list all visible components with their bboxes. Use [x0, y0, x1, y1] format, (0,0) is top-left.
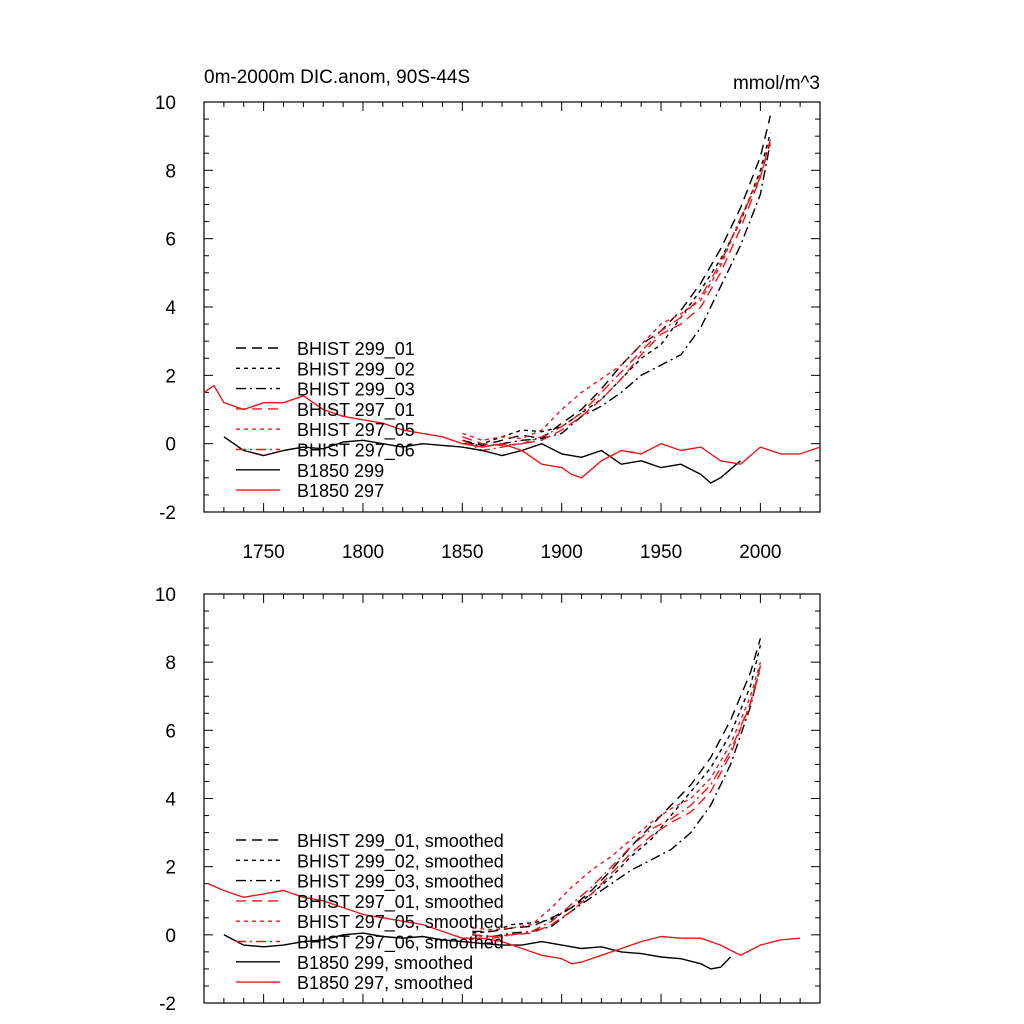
legend-label: BHIST 297_05, smoothed: [297, 912, 504, 933]
series-line: [462, 139, 771, 441]
legend-label: BHIST 299_03, smoothed: [297, 872, 504, 893]
chart-units: mmol/m^3: [733, 73, 820, 94]
top-panel: -2 0 2 4 6 8 10 1750 1800 1850 1900 1950 2000 BHIST 2…: [155, 93, 821, 563]
legend-label: BHIST 299_01, smoothed: [297, 831, 504, 852]
y-tick-label: 0: [165, 435, 176, 456]
series-line: [472, 644, 762, 934]
series-line: [207, 883, 801, 965]
series-line: [223, 932, 732, 970]
legend-label: B1850 299, smoothed: [297, 953, 473, 973]
series-line: [462, 139, 771, 447]
series-line: [203, 384, 821, 479]
legend-label: BHIST 299_02, smoothed: [297, 851, 504, 872]
y-tick-label: 8: [165, 653, 176, 674]
x-tick-label: 1950: [640, 542, 682, 563]
y-tick-label: 2: [165, 366, 176, 387]
y-tick-label: 4: [165, 790, 176, 811]
legend-label: B1850 297, smoothed: [297, 973, 473, 993]
series-line: [472, 662, 762, 931]
x-tick-label: 2000: [739, 542, 781, 563]
series-line: [472, 665, 762, 938]
series-line: [462, 132, 771, 445]
x-tick-label: 1750: [242, 542, 284, 563]
legend-label: B1850 297: [297, 481, 384, 501]
series-line: [472, 668, 762, 939]
series-line: [461, 142, 771, 452]
y-tick-label: 4: [165, 298, 176, 319]
y-tick-label: 6: [165, 230, 176, 251]
y-tick-label: -2: [159, 503, 176, 524]
x-tick-label: 1850: [441, 542, 483, 563]
y-tick-label: 6: [165, 721, 176, 742]
legend-label: BHIST 297_01: [297, 400, 415, 421]
series-line: [462, 142, 771, 448]
legend-label: BHIST 297_06, smoothed: [297, 933, 504, 954]
legend-label: BHIST 297_05: [297, 420, 415, 441]
y-tick-label: 8: [165, 161, 176, 182]
x-tick-label: 1800: [342, 542, 384, 563]
x-tick-label: 1900: [541, 542, 583, 563]
y-tick-label: -2: [159, 994, 176, 1015]
chart-title: 0m-2000m DIC.anom, 90S-44S: [204, 67, 470, 88]
legend-label: BHIST 297_06: [297, 441, 415, 462]
y-tick-label: 10: [155, 585, 176, 606]
legend-label: BHIST 299_02: [297, 359, 415, 380]
series-line: [223, 436, 741, 484]
series-line: [472, 665, 762, 938]
legend-label: BHIST 299_01: [297, 339, 415, 360]
y-tick-label: 2: [165, 858, 176, 879]
y-tick-label: 10: [155, 93, 176, 114]
y-tick-label: 0: [165, 926, 176, 947]
legend-label: BHIST 299_03: [297, 380, 415, 401]
series-line: [472, 638, 762, 933]
series-line: [462, 115, 771, 447]
legend-label: B1850 299: [297, 461, 384, 481]
legend-label: BHIST 297_01, smoothed: [297, 892, 504, 913]
